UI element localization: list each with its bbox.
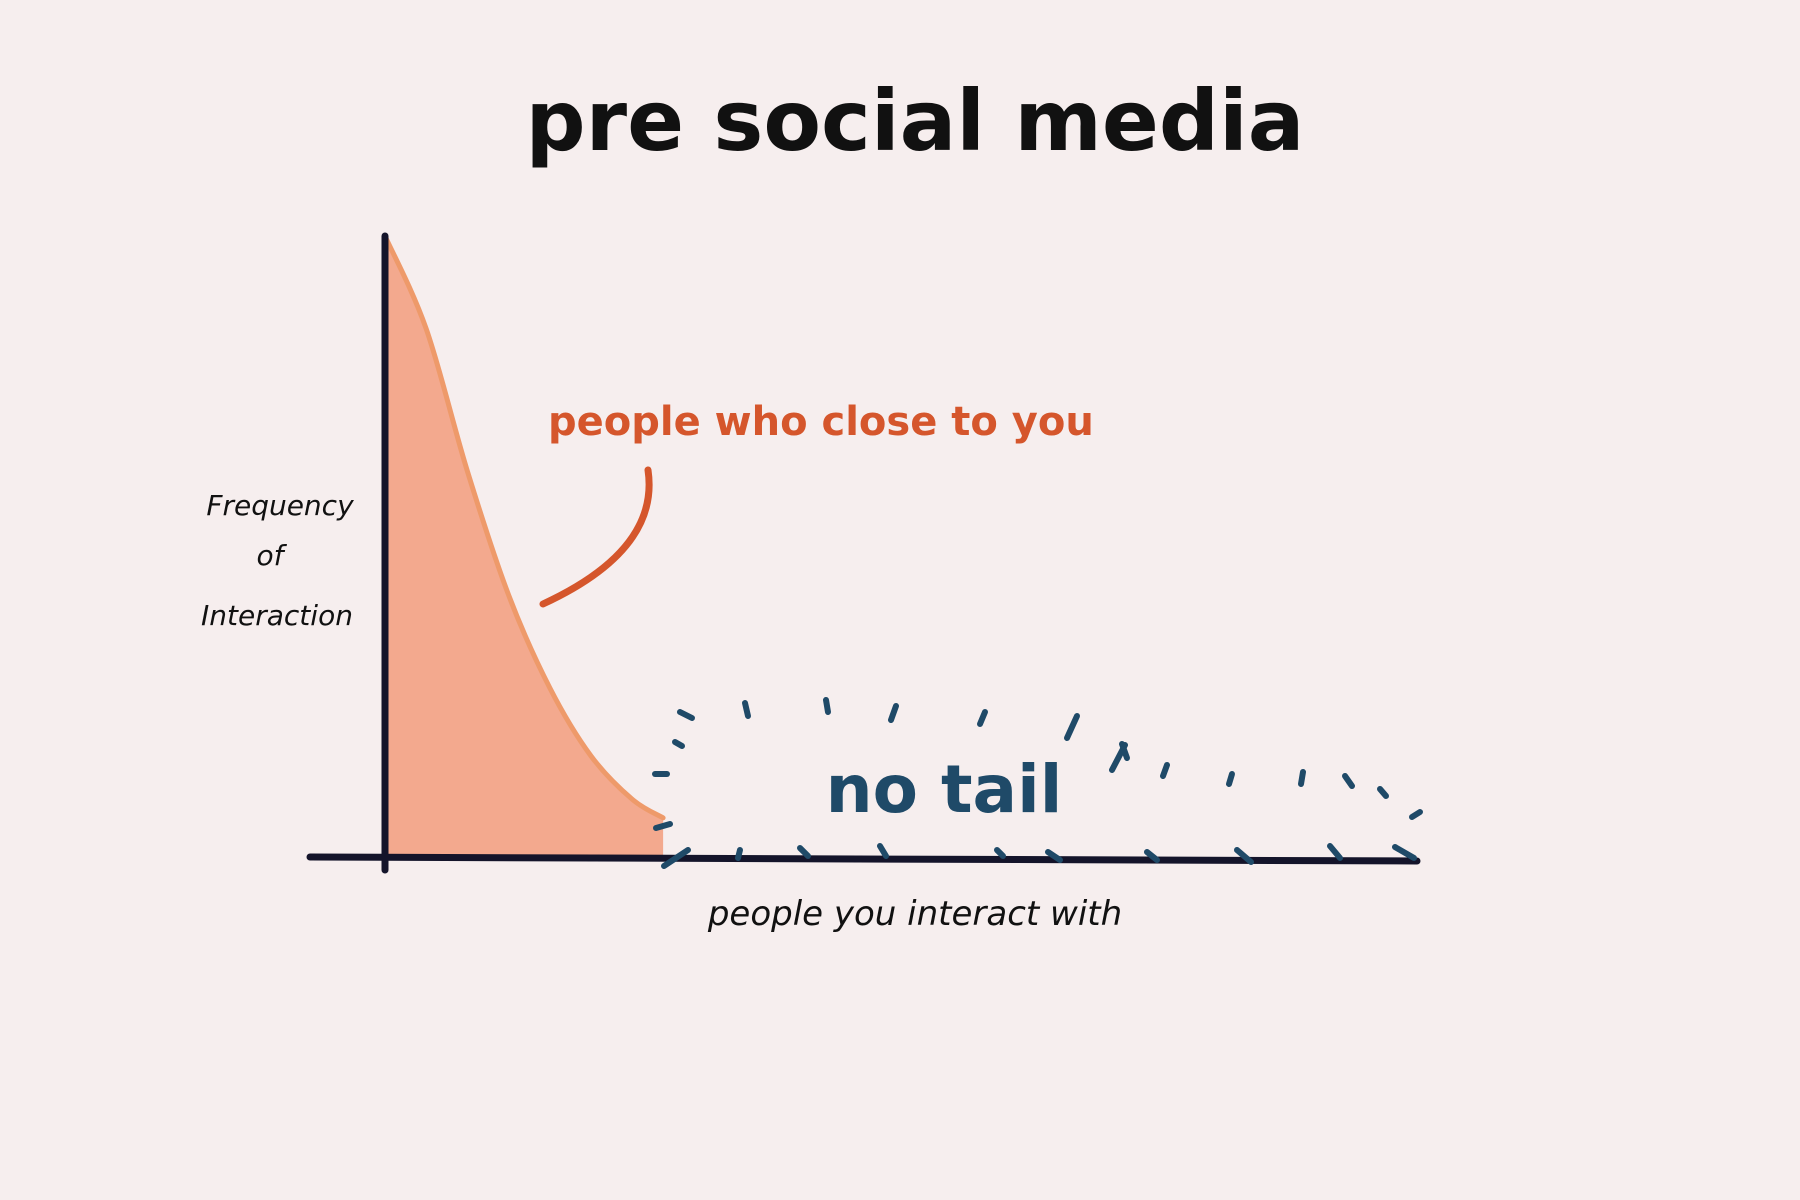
curve-line (382, 233, 666, 821)
tail-dash (1064, 713, 1080, 741)
annotation-no-tail: no tail (826, 751, 1063, 828)
tail-dash (797, 845, 811, 859)
tail-dash (823, 697, 831, 715)
tail-dash (1392, 844, 1417, 861)
tail-dash (977, 709, 988, 727)
curve-layer (382, 233, 666, 855)
annotation-close-to-you: people who close to you (548, 399, 1094, 445)
tail-dash (1144, 849, 1160, 863)
tail-dash (994, 847, 1006, 859)
tail-dash (877, 843, 889, 859)
tail-dash (735, 847, 743, 861)
tail-dash (1109, 742, 1128, 773)
y-axis-label-line-3: Interaction (201, 599, 353, 632)
tail-dash (1342, 773, 1355, 789)
tail-dash (1327, 843, 1343, 861)
x-axis-label: people you interact with (707, 894, 1122, 934)
y-axis-label-line-2: of (257, 539, 288, 572)
tail-dash (1234, 847, 1254, 865)
tail-dash (888, 703, 899, 723)
tail-dash (672, 739, 685, 749)
tail-dash (677, 709, 695, 721)
annotation-connector (539, 466, 653, 608)
tail-dash (1298, 769, 1306, 787)
chart-title: pre social media (526, 72, 1305, 170)
tail-dashes (652, 697, 1423, 869)
tail-dash (1409, 809, 1423, 820)
tail-dash (1045, 849, 1063, 863)
tail-dash (1160, 762, 1170, 779)
tail-dash (742, 700, 751, 719)
curve-area (385, 236, 664, 855)
tail-dash (1226, 771, 1235, 787)
tail-dash (653, 821, 673, 831)
tail-dash (661, 847, 691, 869)
tail-dash (1377, 786, 1389, 799)
x-axis (306, 853, 1421, 865)
y-axis-label-line-1: Frequency (206, 489, 354, 522)
